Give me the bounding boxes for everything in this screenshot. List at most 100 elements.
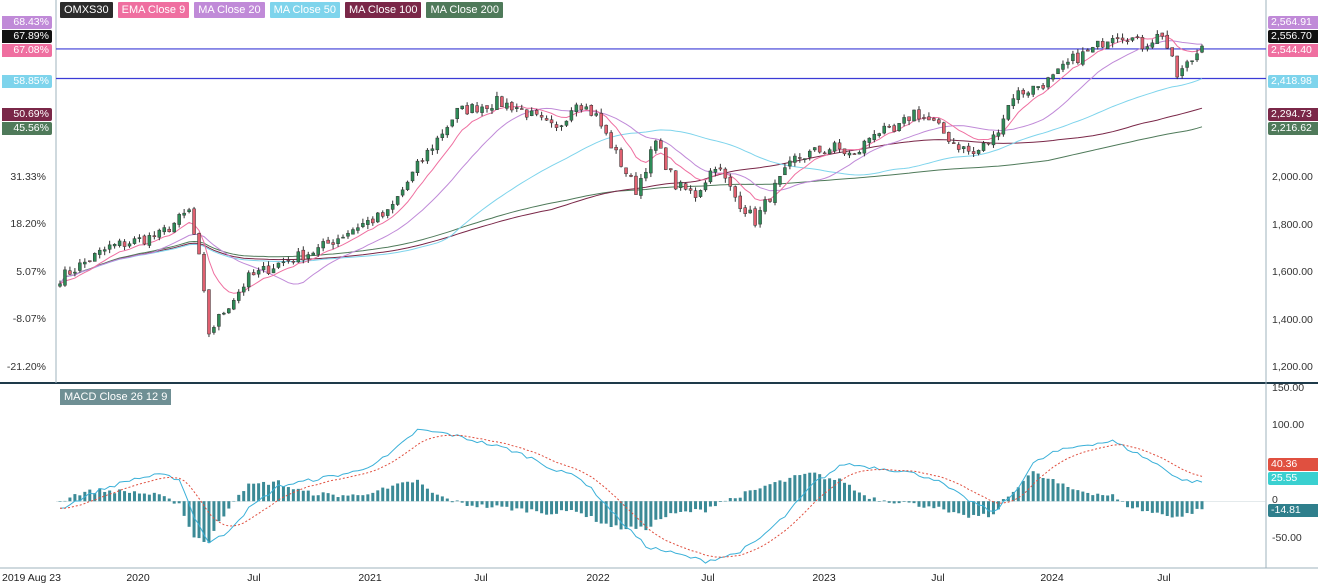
time-tick-label: 2021 (358, 572, 382, 584)
macd-histogram-bar (267, 484, 271, 502)
candle-body (738, 195, 742, 209)
candle-body (644, 171, 648, 179)
price-tick-label: 1,200.00 (1272, 361, 1313, 374)
macd-histogram-bar (480, 501, 484, 505)
candle-body (534, 109, 539, 115)
candle-body (902, 117, 906, 124)
macd-histogram-bar (366, 494, 370, 502)
price-badge: 2,564.91 (1268, 16, 1318, 29)
candle-body (137, 237, 142, 239)
macd-histogram-bar (495, 501, 499, 506)
macd-histogram-bar (564, 501, 568, 512)
macd-histogram-bar (207, 501, 211, 543)
macd-histogram-bar (276, 480, 280, 502)
candle-body (1041, 85, 1045, 89)
macd-histogram-bar (664, 501, 668, 518)
candle-body (465, 105, 469, 115)
macd-histogram-bar (108, 490, 112, 502)
candle-body (356, 227, 360, 231)
macd-histogram-bar (1170, 501, 1174, 518)
macd-histogram-bar (88, 489, 92, 502)
macd-histogram-bar (942, 501, 946, 510)
macd-tick-label: 100.00 (1272, 419, 1305, 432)
candle-body (559, 125, 564, 127)
candle-body (783, 167, 787, 176)
macd-histogram-bar (123, 491, 127, 502)
candle-body (222, 312, 226, 315)
macd-histogram-bar (237, 494, 241, 502)
candle-body (241, 286, 246, 293)
macd-histogram-bar (937, 501, 941, 507)
macd-histogram-bar (1200, 501, 1204, 510)
macd-histogram-bar (982, 501, 986, 514)
macd-histogram-bar (341, 495, 345, 502)
macd-histogram-bar (406, 481, 410, 502)
candle-body (991, 134, 996, 146)
macd-histogram-bar (1021, 480, 1025, 502)
candle-body (584, 106, 589, 110)
macd-histogram-bar (550, 501, 554, 515)
candle-body (1066, 61, 1070, 65)
time-tick-label: Jul (247, 572, 261, 584)
candle-body (1170, 47, 1174, 57)
candle-body (1160, 32, 1165, 37)
macd-histogram-bar (1081, 491, 1085, 502)
candle-body (723, 168, 728, 179)
macd-histogram-bar (331, 494, 335, 502)
macd-histogram-bar (1061, 483, 1065, 502)
percent-tick-label: -8.07% (12, 313, 46, 326)
candle-body (1095, 40, 1100, 48)
candle-body (1185, 61, 1189, 68)
candle-body (147, 235, 152, 246)
candle-body (763, 199, 767, 212)
macd-histogram-bar (689, 501, 693, 513)
candle-body (892, 125, 896, 132)
macd-histogram-bar (530, 501, 534, 510)
candle-body (172, 222, 176, 233)
macd-histogram-bar (346, 495, 350, 502)
candle-body (922, 117, 926, 119)
macd-histogram-bar (1076, 490, 1080, 502)
macd-histogram-bar (525, 501, 529, 513)
candle-body (351, 229, 355, 235)
candle-body (932, 118, 936, 121)
candle-body (73, 271, 77, 274)
candle-body (1180, 68, 1184, 77)
candle-body (688, 188, 693, 191)
macd-histogram-bar (1190, 501, 1194, 514)
macd-histogram-bar (500, 501, 504, 507)
candle-body (574, 104, 579, 113)
macd-histogram-bar (142, 493, 146, 502)
candle-body (256, 270, 261, 275)
candle-body (798, 157, 802, 159)
macd-histogram-bar (907, 501, 911, 503)
candle-body (549, 119, 554, 124)
macd-histogram-bar (823, 479, 827, 502)
macd-histogram-bar (157, 494, 161, 502)
macd-histogram-bar (1140, 501, 1144, 512)
macd-histogram-bar (1036, 473, 1040, 502)
macd-histogram-bar (917, 501, 921, 507)
macd-histogram-bar (773, 482, 777, 502)
indicator-legend: OMXS30 EMA Close 9 MA Close 20 MA Close 50 M… (60, 2, 503, 18)
macd-histogram-bar (411, 482, 415, 502)
macd-histogram-bar (510, 501, 514, 511)
candle-body (703, 182, 708, 191)
candle-body (167, 228, 171, 232)
macd-histogram-bar (877, 501, 881, 502)
candle-body (132, 238, 137, 244)
macd-histogram-bar (838, 478, 842, 502)
candle-body (127, 243, 132, 247)
macd-histogram-bar (991, 501, 995, 515)
candle-body (296, 251, 301, 263)
macd-histogram-bar (167, 498, 171, 502)
macd-histogram-bar (1001, 499, 1005, 502)
macd-histogram-bar (629, 501, 633, 527)
macd-histogram-bar (197, 501, 201, 539)
candle-body (912, 109, 916, 122)
series-line (59, 126, 1203, 285)
macd-histogram-bar (286, 487, 290, 502)
candle-body (683, 183, 688, 190)
macd-histogram-bar (182, 501, 186, 516)
candle-body (192, 208, 196, 235)
